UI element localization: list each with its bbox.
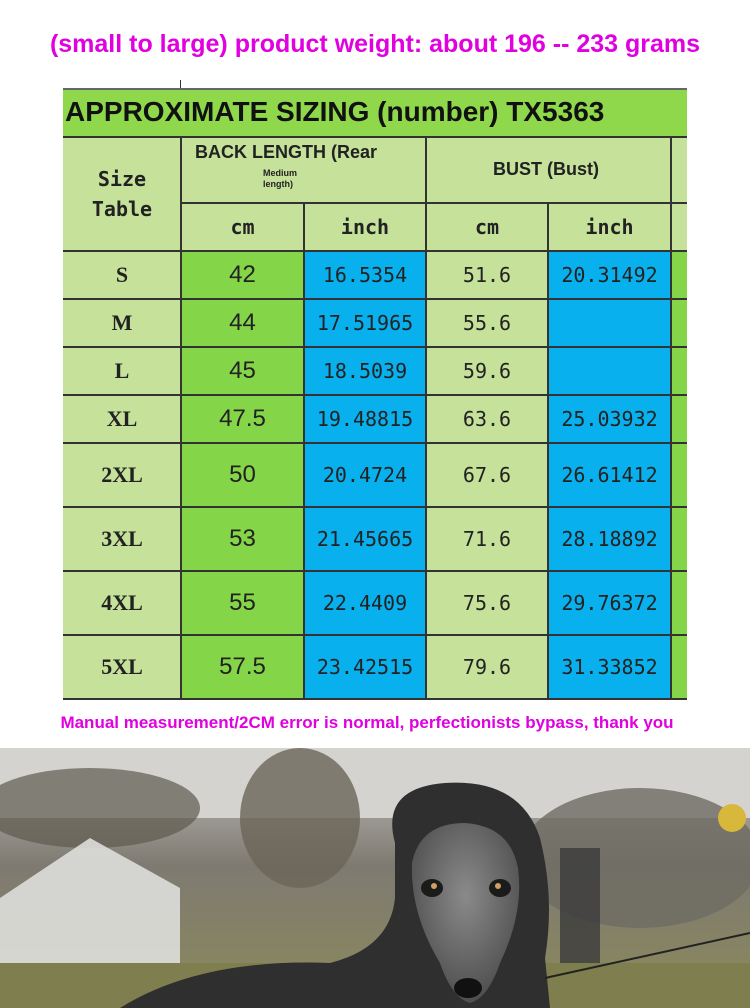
bust-cm-cell: 51.6 [426,251,548,299]
grid-line [63,570,687,572]
grid-line [63,298,687,300]
grid-line [63,442,687,444]
back-inch-cell: 20.4724 [304,443,426,507]
size-cell: 5XL [63,635,181,699]
size-cell: S [63,251,181,299]
bust-label: BUST (Bust) [493,159,599,179]
grid-line [670,136,672,700]
back-cm-cell: 42 [181,251,304,299]
size-table-header: Size Table [63,136,181,251]
grid-line [303,202,305,700]
size-chart-title: APPROXIMATE SIZING (number) TX5363 [65,96,605,127]
grid-line [63,250,687,252]
size-cell: 2XL [63,443,181,507]
grid-line [63,506,687,508]
bust-inch-cell: 31.33852 [548,635,671,699]
grid-line [547,202,549,700]
grid-line [63,394,687,396]
size-chart-title-bar: APPROXIMATE SIZING (number) TX5363 [63,88,687,136]
extra-cell [671,299,687,347]
unit-cm-header: cm [426,203,548,251]
back-length-label: BACK LENGTH (Rear [195,142,378,162]
grid-line [425,136,427,700]
bust-inch-cell [548,299,671,347]
product-photo [0,748,750,1008]
back-length-header: BACK LENGTH (Rear Medium length) [181,136,426,203]
grid-line [63,698,687,700]
back-length-sublabel-line: length) [263,179,293,189]
size-table-label: Size [97,166,147,191]
extra-column-header [671,136,687,251]
size-cell: 4XL [63,571,181,635]
unit-inch-header: inch [304,203,426,251]
grid-line [180,136,182,700]
bust-cm-cell: 55.6 [426,299,548,347]
bust-inch-cell: 25.03932 [548,395,671,443]
back-inch-cell: 18.5039 [304,347,426,395]
back-cm-cell: 45 [181,347,304,395]
bust-inch-cell: 28.18892 [548,507,671,571]
extra-cell [671,507,687,571]
measurement-disclaimer: Manual measurement/2CM error is normal, … [60,713,674,732]
bust-cm-cell: 63.6 [426,395,548,443]
bust-cm-cell: 79.6 [426,635,548,699]
unit-inch-header: inch [548,203,671,251]
size-chart: APPROXIMATE SIZING (number) TX5363 Size … [63,88,687,700]
divider [180,80,181,90]
back-inch-cell: 21.45665 [304,507,426,571]
bust-cm-cell: 67.6 [426,443,548,507]
back-cm-cell: 47.5 [181,395,304,443]
extra-cell [671,443,687,507]
extra-cell [671,347,687,395]
extra-cell [671,395,687,443]
size-table-label: Table [91,196,153,221]
back-cm-cell: 53 [181,507,304,571]
product-weight-note: (small to large) product weight: about 1… [49,30,701,58]
bust-header: BUST (Bust) [426,136,671,203]
bust-inch-cell: 29.76372 [548,571,671,635]
extra-cell [671,251,687,299]
bust-cm-cell: 59.6 [426,347,548,395]
back-length-sublabel: Medium length) [263,168,297,190]
back-inch-cell: 22.4409 [304,571,426,635]
size-cell: L [63,347,181,395]
bust-cm-cell: 71.6 [426,507,548,571]
back-inch-cell: 19.48815 [304,395,426,443]
bust-cm-cell: 75.6 [426,571,548,635]
back-inch-cell: 16.5354 [304,251,426,299]
back-inch-cell: 23.42515 [304,635,426,699]
size-cell: 3XL [63,507,181,571]
back-length-sublabel-line: Medium [263,168,298,178]
size-cell: XL [63,395,181,443]
back-cm-cell: 55 [181,571,304,635]
grid-line [63,634,687,636]
back-cm-cell: 44 [181,299,304,347]
grid-line [63,136,687,138]
size-cell: M [63,299,181,347]
back-inch-cell: 17.51965 [304,299,426,347]
bust-inch-cell [548,347,671,395]
grid-line [181,202,687,204]
bust-inch-cell: 20.31492 [548,251,671,299]
grid-line [63,346,687,348]
bust-inch-cell: 26.61412 [548,443,671,507]
greyhound-photo-illustration [0,748,750,1008]
back-cm-cell: 57.5 [181,635,304,699]
back-cm-cell: 50 [181,443,304,507]
extra-cell [671,635,687,699]
unit-cm-header: cm [181,203,304,251]
extra-cell [671,571,687,635]
